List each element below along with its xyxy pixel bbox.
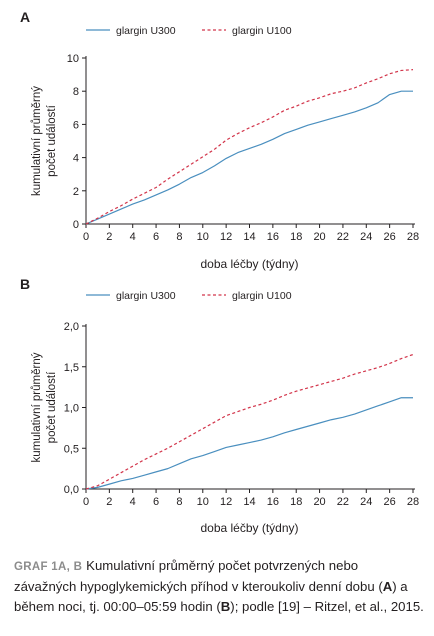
x-axis-label: doba léčby (týdny) bbox=[200, 257, 298, 271]
legend-label: glargin U300 bbox=[116, 25, 176, 37]
y-tick-label: 0,5 bbox=[64, 443, 79, 455]
series-line bbox=[85, 90, 413, 225]
x-tick-label: 0 bbox=[83, 496, 89, 508]
y-tick-label: 6 bbox=[73, 119, 79, 131]
caption-bold-a: A bbox=[382, 579, 393, 594]
x-tick-label: 0 bbox=[83, 231, 89, 243]
x-tick-label: 14 bbox=[243, 496, 255, 508]
x-tick-label: 16 bbox=[267, 231, 279, 243]
x-tick-label: 12 bbox=[220, 231, 232, 243]
y-tick-label: 2 bbox=[73, 186, 79, 198]
y-axis-label: kumulativní průměrný bbox=[31, 352, 43, 462]
series-line bbox=[85, 353, 414, 490]
series-line bbox=[85, 69, 414, 225]
x-tick-label: 8 bbox=[176, 231, 182, 243]
y-tick-label: 8 bbox=[73, 86, 79, 98]
x-tick-label: 6 bbox=[153, 496, 159, 508]
x-tick-label: 22 bbox=[337, 496, 349, 508]
x-tick-label: 22 bbox=[337, 231, 349, 243]
legend-label: glargin U100 bbox=[232, 290, 292, 302]
caption-text-2: ) a během noci, tj. 00:00–05:59 hodin ( bbox=[14, 579, 408, 614]
x-tick-label: 2 bbox=[106, 496, 112, 508]
x-tick-label: 18 bbox=[290, 231, 302, 243]
y-axis-label: počet událostí bbox=[46, 104, 58, 176]
x-tick-label: 26 bbox=[384, 231, 396, 243]
panel-label: A bbox=[20, 9, 30, 25]
legend-label: glargin U100 bbox=[232, 25, 292, 37]
x-tick-label: 4 bbox=[130, 496, 136, 508]
x-tick-label: 8 bbox=[176, 496, 182, 508]
x-tick-label: 16 bbox=[267, 496, 279, 508]
x-tick-label: 6 bbox=[153, 231, 159, 243]
caption-text-3: ); podle [19] – Ritzel, et al., 2015. bbox=[230, 599, 424, 614]
y-tick-label: 10 bbox=[67, 53, 79, 65]
x-tick-label: 24 bbox=[360, 231, 372, 243]
y-tick-label: 1,5 bbox=[64, 362, 79, 374]
x-tick-label: 26 bbox=[384, 496, 396, 508]
x-axis-label: doba léčby (týdny) bbox=[200, 521, 298, 535]
x-tick-label: 28 bbox=[407, 231, 419, 243]
caption-text-1: Kumulativní průměrný počet potvrzených n… bbox=[14, 558, 383, 594]
x-tick-label: 20 bbox=[313, 496, 325, 508]
series-line bbox=[85, 397, 413, 490]
x-tick-label: 14 bbox=[243, 231, 255, 243]
caption-bold-b: B bbox=[220, 599, 231, 614]
y-tick-label: 4 bbox=[73, 153, 79, 165]
x-tick-label: 10 bbox=[197, 231, 209, 243]
x-tick-label: 24 bbox=[360, 496, 372, 508]
y-tick-label: 1,0 bbox=[64, 403, 79, 415]
y-tick-label: 0,0 bbox=[64, 484, 79, 496]
x-tick-label: 18 bbox=[290, 496, 302, 508]
caption-tag: GRAF 1A, B bbox=[14, 561, 83, 573]
y-tick-label: 2,0 bbox=[64, 321, 79, 333]
figure-caption: GRAF 1A, B Kumulativní průměrný počet pot… bbox=[14, 556, 424, 617]
x-tick-label: 20 bbox=[313, 231, 325, 243]
x-tick-label: 10 bbox=[197, 496, 209, 508]
y-tick-label: 0 bbox=[73, 219, 79, 231]
y-axis-label: počet událostí bbox=[46, 371, 58, 443]
panel-label: B bbox=[20, 276, 30, 292]
y-axis-label: kumulativní průměrný bbox=[31, 86, 43, 196]
legend-label: glargin U300 bbox=[116, 290, 176, 302]
x-tick-label: 28 bbox=[407, 496, 419, 508]
x-tick-label: 12 bbox=[220, 496, 232, 508]
x-tick-label: 2 bbox=[106, 231, 112, 243]
x-tick-label: 4 bbox=[130, 231, 136, 243]
